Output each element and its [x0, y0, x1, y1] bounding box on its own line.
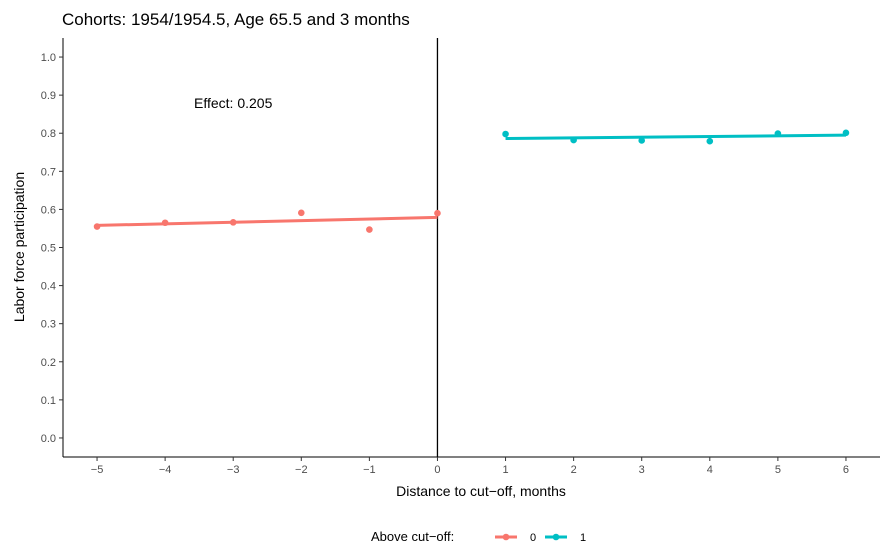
legend-label-1: 1 [580, 532, 586, 544]
y-tick-label: 0.7 [41, 166, 56, 178]
y-tick-label: 0.6 [41, 204, 56, 216]
y-tick-label: 0.9 [41, 90, 56, 102]
x-tick-label: 0 [434, 464, 440, 476]
data-point-series-0 [366, 226, 373, 233]
x-axis-ticks: −5 −4 −3 −2 −1 0 1 2 3 4 5 6 [91, 457, 849, 476]
data-point-series-0 [434, 209, 441, 217]
x-tick-label: 5 [775, 464, 781, 476]
data-point-series-1 [502, 130, 509, 138]
x-tick-label: 3 [639, 464, 645, 476]
data-point-series-0 [161, 219, 169, 227]
x-axis-title: Distance to cut−off, months [396, 483, 566, 499]
y-tick-label: 0.2 [41, 357, 56, 369]
data-point-series-0 [229, 219, 237, 226]
chart-title: Cohorts: 1954/1954.5, Age 65.5 and 3 mon… [62, 10, 410, 29]
legend-title: Above cut−off: [371, 529, 454, 544]
x-tick-label: 4 [707, 464, 713, 476]
data-point-series-1 [774, 130, 782, 137]
y-tick-label: 0.3 [41, 319, 56, 331]
legend-key-point-0 [502, 533, 510, 541]
y-axis-ticks: 0.0 0.1 0.2 0.3 0.4 0.5 0.6 0.7 0.8 0.9 1.0 [41, 52, 63, 445]
y-tick-label: 0.0 [41, 433, 56, 445]
data-point-series-1 [638, 137, 646, 144]
fit-line-series-0 [97, 215, 438, 227]
effect-annotation: Effect: 0.205 [194, 95, 273, 111]
data-point-series-1 [570, 136, 577, 144]
y-tick-label: 0.5 [41, 243, 56, 255]
legend-key-point-1 [552, 533, 560, 541]
plot-area: −5 −4 −3 −2 −1 0 1 2 3 4 5 6 0.00.10.20.30.40.50.60… [41, 38, 880, 476]
data-point-series-1 [842, 129, 850, 137]
data-point-series-1 [706, 137, 714, 145]
y-tick-label: 0.4 [41, 281, 56, 293]
y-tick-label: 1.0 [41, 52, 56, 64]
y-tick-label: 0.8 [41, 128, 56, 140]
x-tick-label: 2 [571, 464, 577, 476]
y-axis-title: Labor force participation [11, 172, 27, 322]
x-tick-label: 6 [843, 464, 849, 476]
x-tick-label: −1 [363, 464, 376, 476]
x-tick-label: −4 [159, 464, 172, 476]
x-tick-label: −5 [91, 464, 104, 476]
data-point-series-0 [297, 209, 305, 217]
legend-label-0: 0 [530, 532, 536, 544]
x-tick-label: −3 [227, 464, 240, 476]
y-tick-label: 0.1 [41, 395, 56, 407]
x-tick-label: −2 [295, 464, 308, 476]
data-points [93, 129, 850, 233]
data-point-series-0 [93, 223, 101, 230]
fit-line-series-1 [505, 133, 846, 141]
x-tick-label: 1 [502, 464, 508, 476]
fit-lines [97, 133, 846, 227]
